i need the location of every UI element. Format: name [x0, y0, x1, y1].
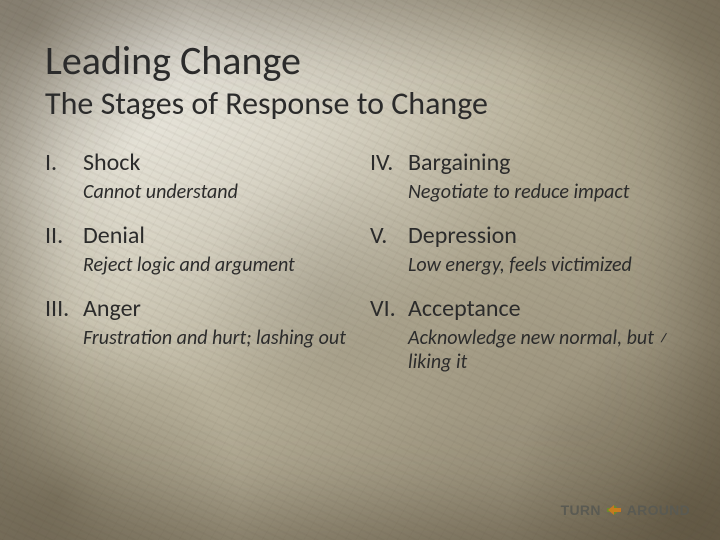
stage-item: III. Anger Frustration and hurt; lashing… — [45, 295, 350, 350]
stage-description: Negotiate to reduce impact — [408, 180, 675, 204]
stage-description: Reject logic and argument — [83, 253, 350, 277]
stage-heading: V. Depression — [370, 222, 675, 251]
stage-name: Anger — [83, 295, 141, 324]
stage-item: IV. Bargaining Negotiate to reduce impac… — [370, 149, 675, 204]
stage-item: V. Depression Low energy, feels victimiz… — [370, 222, 675, 277]
stage-item: VI. Acceptance Acknowledge new normal, b… — [370, 295, 675, 374]
stage-heading: IV. Bargaining — [370, 149, 675, 178]
stage-name: Acceptance — [408, 295, 521, 324]
stage-numeral: III. — [45, 295, 83, 324]
stage-name: Depression — [408, 222, 517, 251]
logo-text-left: TURN — [561, 502, 601, 518]
slide-title: Leading Change — [45, 40, 675, 82]
turnaround-arrows-icon — [605, 503, 623, 517]
logo: TURN AROUND — [561, 502, 690, 518]
stage-name: Bargaining — [408, 149, 510, 178]
stage-numeral: V. — [370, 222, 408, 251]
stage-description: Low energy, feels victimized — [408, 253, 675, 277]
stage-heading: VI. Acceptance — [370, 295, 675, 324]
stage-item: II. Denial Reject logic and argument — [45, 222, 350, 277]
stage-numeral: I. — [45, 149, 83, 178]
stage-description: Acknowledge new normal, but ≠ liking it — [408, 326, 675, 374]
stage-heading: I. Shock — [45, 149, 350, 178]
slide-subtitle: The Stages of Response to Change — [45, 86, 675, 121]
left-column: I. Shock Cannot understand II. Denial Re… — [45, 149, 350, 391]
stage-numeral: VI. — [370, 295, 408, 324]
logo-text-right: AROUND — [627, 502, 690, 518]
stage-numeral: IV. — [370, 149, 408, 178]
stage-numeral: II. — [45, 222, 83, 251]
stage-heading: II. Denial — [45, 222, 350, 251]
stage-name: Shock — [83, 149, 140, 178]
slide: Leading Change The Stages of Response to… — [0, 0, 720, 540]
stage-name: Denial — [83, 222, 145, 251]
right-column: IV. Bargaining Negotiate to reduce impac… — [370, 149, 675, 391]
stage-description: Cannot understand — [83, 180, 350, 204]
stage-item: I. Shock Cannot understand — [45, 149, 350, 204]
stage-heading: III. Anger — [45, 295, 350, 324]
stage-description: Frustration and hurt; lashing out — [83, 326, 350, 350]
stages-columns: I. Shock Cannot understand II. Denial Re… — [45, 149, 675, 391]
